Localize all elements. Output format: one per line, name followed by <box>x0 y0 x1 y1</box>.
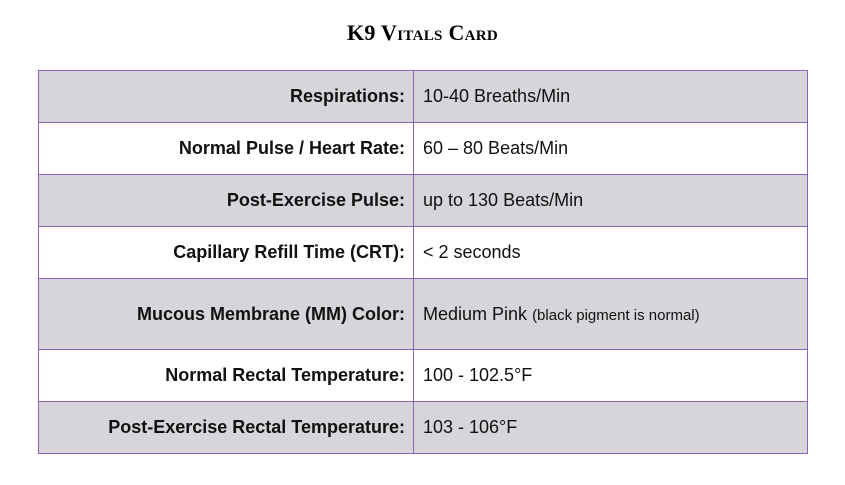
row-value: < 2 seconds <box>413 226 808 279</box>
table-row: Post-Exercise Pulse: up to 130 Beats/Min <box>38 174 808 227</box>
row-value: 103 - 106°F <box>413 401 808 454</box>
value-text: up to 130 Beats/Min <box>423 190 584 210</box>
table-row: Post-Exercise Rectal Temperature: 103 - … <box>38 401 808 454</box>
row-label: Mucous Membrane (MM) Color: <box>38 278 414 350</box>
row-value: 60 – 80 Beats/Min <box>413 122 808 175</box>
value-note: (black pigment is normal) <box>532 306 700 324</box>
value-text: 10-40 Breaths/Min <box>423 86 571 106</box>
row-label: Capillary Refill Time (CRT): <box>38 226 414 279</box>
value-text: Medium Pink <box>423 303 528 324</box>
row-label: Normal Pulse / Heart Rate: <box>38 122 414 175</box>
row-value: 100 - 102.5°F <box>413 349 808 402</box>
row-label: Post-Exercise Pulse: <box>38 174 414 227</box>
table-row: Mucous Membrane (MM) Color: Medium Pink … <box>38 278 808 350</box>
table-row: Respirations: 10-40 Breaths/Min <box>38 70 808 123</box>
vitals-table: Respirations: 10-40 Breaths/Min Normal P… <box>38 70 808 454</box>
row-label: Post-Exercise Rectal Temperature: <box>38 401 414 454</box>
table-row: Normal Rectal Temperature: 100 - 102.5°F <box>38 349 808 402</box>
page-title: K9 Vitals Card <box>346 20 499 45</box>
table-row: Capillary Refill Time (CRT): < 2 seconds <box>38 226 808 279</box>
value-text: 60 – 80 Beats/Min <box>423 138 569 158</box>
row-label: Normal Rectal Temperature: <box>38 349 414 402</box>
value-text: 103 - 106°F <box>423 417 518 437</box>
row-value: Medium Pink (black pigment is normal) <box>413 278 808 350</box>
value-text: 100 - 102.5°F <box>423 365 533 385</box>
value-text: < 2 seconds <box>423 242 521 262</box>
table-row: Normal Pulse / Heart Rate: 60 – 80 Beats… <box>38 122 808 175</box>
row-value: up to 130 Beats/Min <box>413 174 808 227</box>
row-label: Respirations: <box>38 70 414 123</box>
row-value: 10-40 Breaths/Min <box>413 70 808 123</box>
